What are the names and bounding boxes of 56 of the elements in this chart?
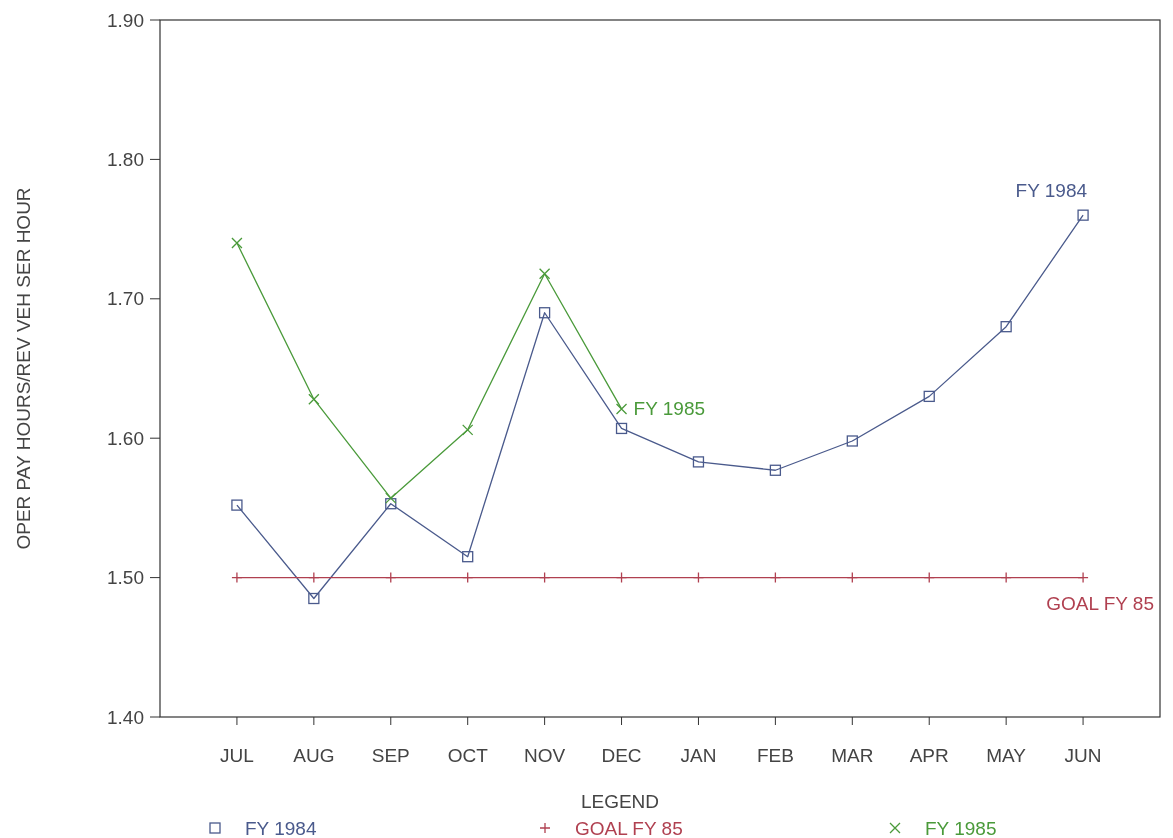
x-tick-label: APR — [909, 745, 949, 766]
y-axis-title: OPER PAY HOURS/REV VEH SER HOUR — [13, 187, 34, 550]
point — [1000, 321, 1012, 333]
point — [615, 571, 628, 584]
x-tick-label: JAN — [680, 745, 717, 766]
point — [1000, 571, 1012, 584]
point — [692, 456, 705, 468]
point — [615, 403, 628, 415]
x-tick-label: DEC — [601, 745, 642, 766]
text: FY 1985 — [633, 397, 706, 419]
x-tick-label: MAR — [831, 745, 874, 766]
point — [385, 571, 397, 584]
point — [692, 571, 705, 584]
x-tick-label: SEP — [371, 745, 410, 766]
point — [769, 571, 782, 584]
point — [462, 424, 474, 436]
point — [923, 390, 935, 403]
x-tick-label: JUN — [1064, 745, 1102, 766]
point — [1077, 571, 1089, 584]
x-tick-label: FEB — [756, 745, 794, 766]
y-tick-label: 1.40 — [107, 706, 144, 728]
point — [769, 464, 782, 476]
point — [231, 499, 243, 511]
x-tick-label: AUG — [293, 745, 335, 766]
legend-label: GOAL FY 85 — [575, 817, 683, 838]
point — [538, 307, 551, 319]
point — [308, 393, 320, 405]
point — [385, 492, 397, 504]
x-tick-label: OCT — [447, 745, 489, 766]
y-tick-label: 1.60 — [107, 427, 144, 449]
x-tick-label: NOV — [524, 745, 566, 766]
x-tick-label: MAY — [986, 745, 1027, 766]
point — [846, 435, 858, 447]
point — [538, 268, 551, 280]
legend-label: FY 1984 — [245, 817, 317, 838]
point — [923, 571, 935, 584]
y-tick-label: 1.90 — [107, 9, 144, 31]
point — [1077, 209, 1089, 221]
y-tick-label: 1.70 — [107, 288, 144, 310]
point — [308, 592, 320, 605]
legend-label: FY 1985 — [925, 817, 997, 838]
legend-title: LEGEND — [580, 791, 660, 812]
point — [308, 571, 320, 584]
point — [846, 571, 858, 584]
y-tick-label: 1.80 — [107, 149, 144, 171]
point — [538, 571, 551, 584]
point — [231, 571, 243, 584]
x-tick-label: JUL — [220, 745, 254, 766]
y-tick-label: 1.50 — [107, 567, 144, 589]
text: GOAL FY 85 — [1046, 592, 1154, 614]
text: FY 1984 — [1015, 180, 1088, 202]
point — [231, 237, 243, 249]
point — [385, 498, 397, 510]
point — [462, 571, 474, 584]
point — [462, 551, 474, 563]
point — [615, 422, 628, 435]
